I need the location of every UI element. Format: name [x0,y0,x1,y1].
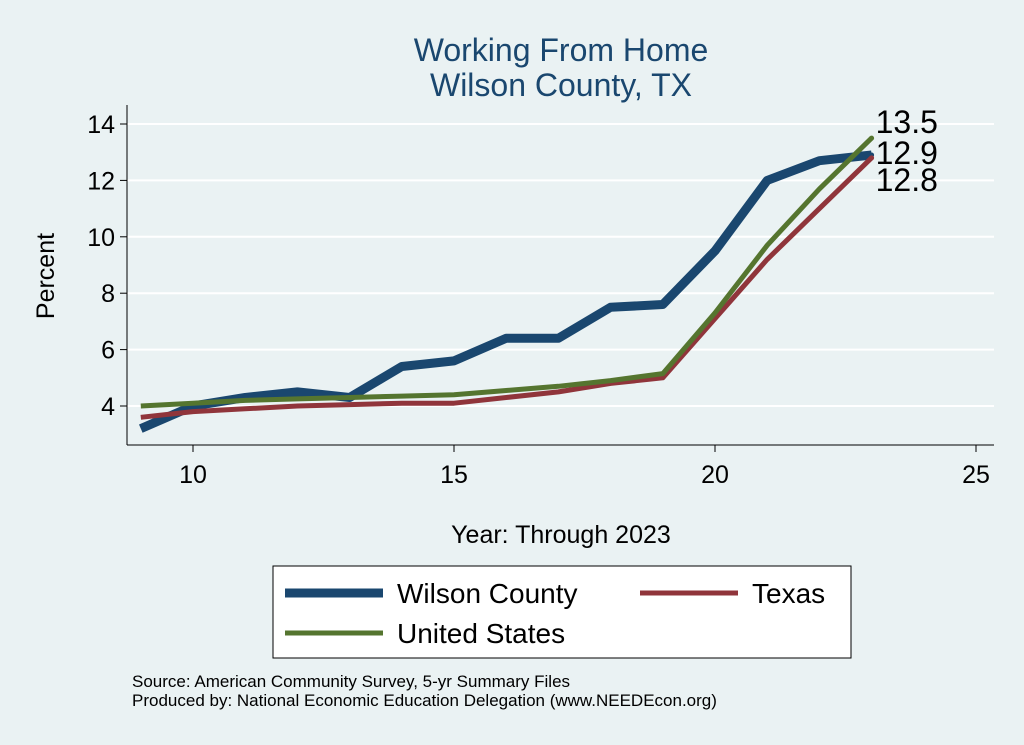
legend-label-united-states: United States [397,618,565,649]
x-tick-label-25: 25 [962,461,990,489]
end-label-0: 13.5 [876,104,938,140]
legend-label-texas: Texas [752,578,825,609]
x-tick-label-10: 10 [179,461,207,489]
end-point-texas [869,155,875,161]
series-lines [139,135,875,433]
y-tick-label-4: 4 [101,393,115,421]
x-axis-label: Year: Through 2023 [451,521,671,549]
y-tick-label-10: 10 [87,224,115,252]
chart-subtitle: Wilson County, TX [430,67,692,103]
legend: Wilson County Texas United States [285,578,825,649]
series-line-wilson-county [139,150,873,433]
x-tick-label-20: 20 [701,461,729,489]
source-note: Source: American Community Survey, 5-yr … [132,672,717,710]
legend-box [272,565,852,659]
axes: 4 6 8 10 12 14 10 15 20 25 [87,105,994,489]
y-tick-label-12: 12 [87,167,115,195]
end-label-1: 12.9 [876,135,938,171]
end-point-united-states [869,135,875,141]
y-tick-label-14: 14 [87,111,115,139]
legend-label-wilson-county: Wilson County [397,578,578,609]
chart-title: Working From Home [414,32,709,68]
x-tick-label-15: 15 [440,461,468,489]
series-line-texas [140,156,874,420]
end-labels: 13.512.912.8 [876,104,938,198]
end-label-2: 12.8 [876,162,938,198]
y-tick-label-8: 8 [101,280,115,308]
y-axis-label: Percent [32,233,60,319]
source-text: Source: American Community Survey, 5-yr … [132,672,571,691]
y-tick-label-6: 6 [101,337,115,365]
series-line-united-states [140,136,874,409]
produced-by-text: Produced by: National Economic Education… [132,691,717,710]
